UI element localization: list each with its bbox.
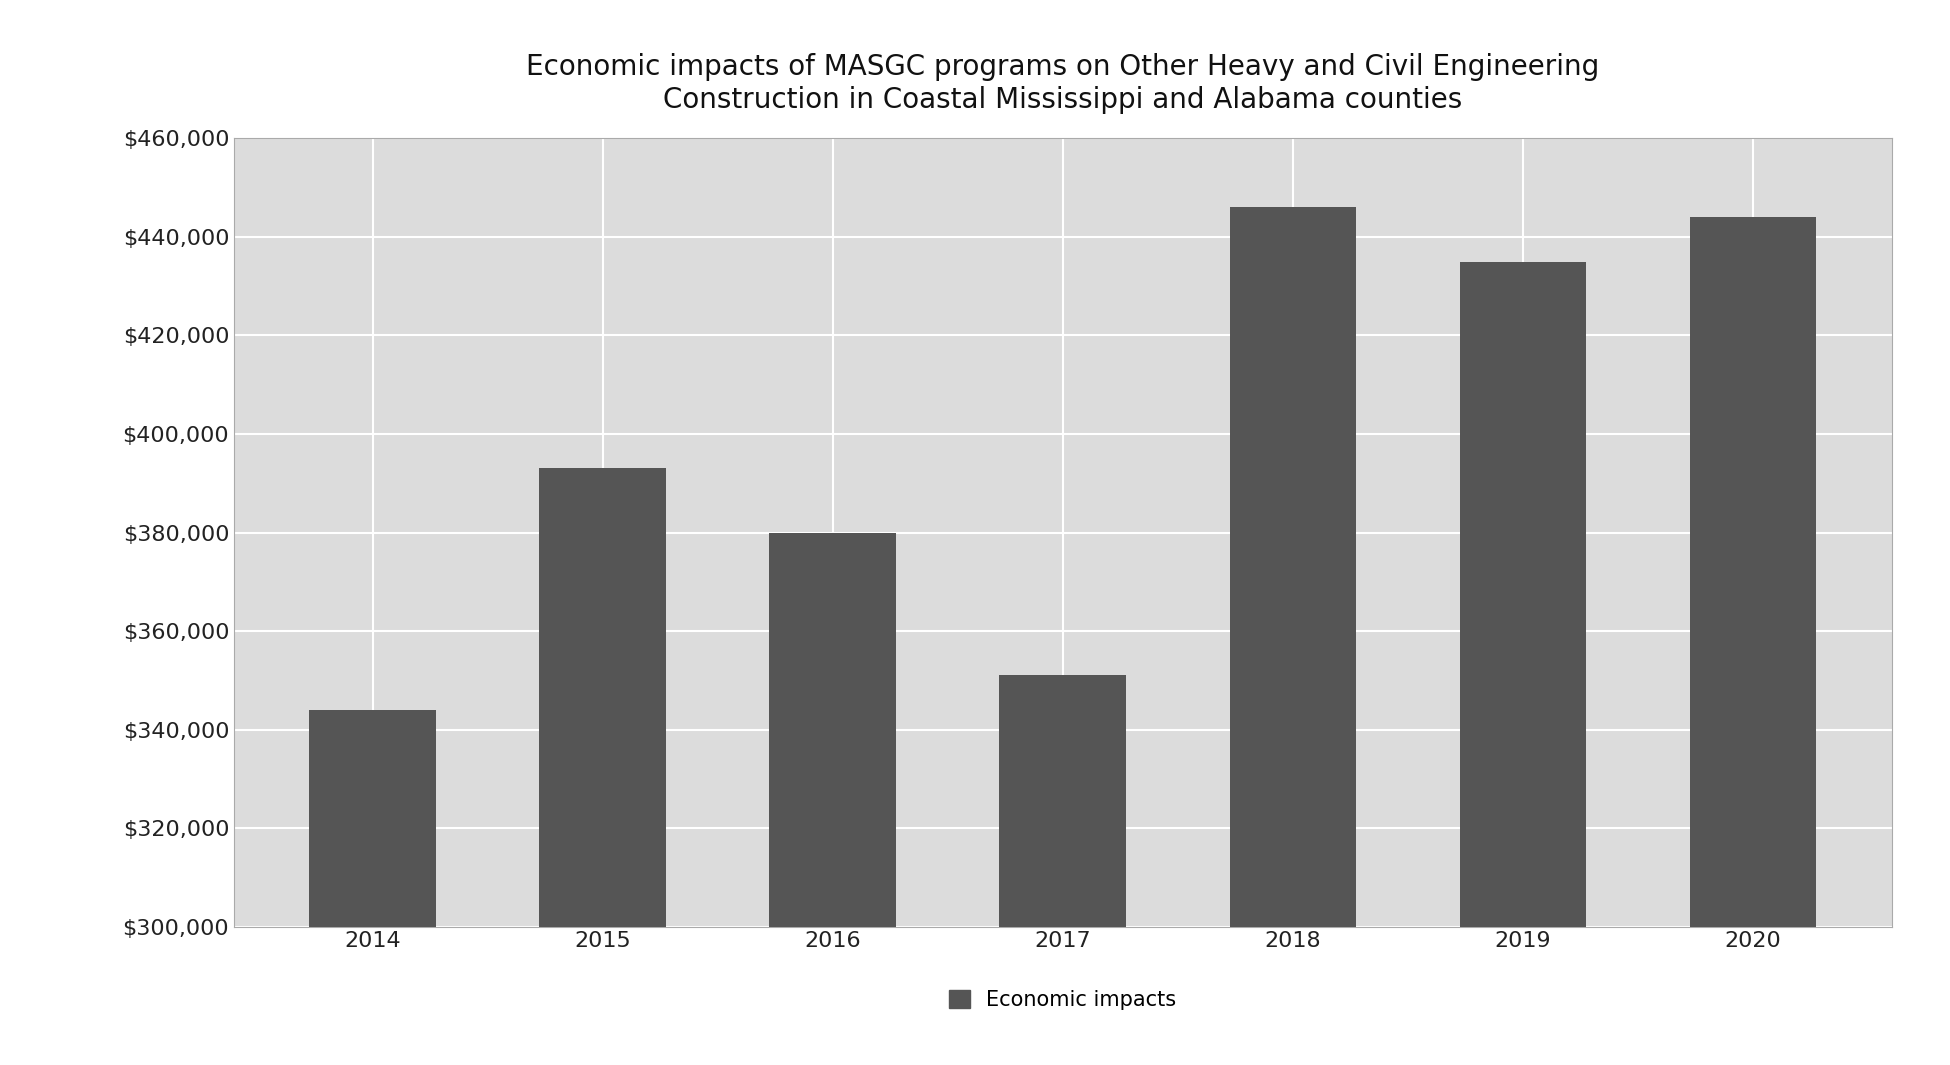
Legend: Economic impacts: Economic impacts (940, 982, 1186, 1018)
Bar (770, 532, 895, 1065)
Bar (540, 469, 665, 1065)
Bar (1461, 262, 1585, 1065)
Bar (1230, 208, 1355, 1065)
Bar (1000, 675, 1125, 1065)
Bar (1689, 217, 1815, 1065)
Bar (310, 709, 437, 1065)
Title: Economic impacts of MASGC programs on Other Heavy and Civil Engineering
Construc: Economic impacts of MASGC programs on Ot… (526, 53, 1599, 114)
